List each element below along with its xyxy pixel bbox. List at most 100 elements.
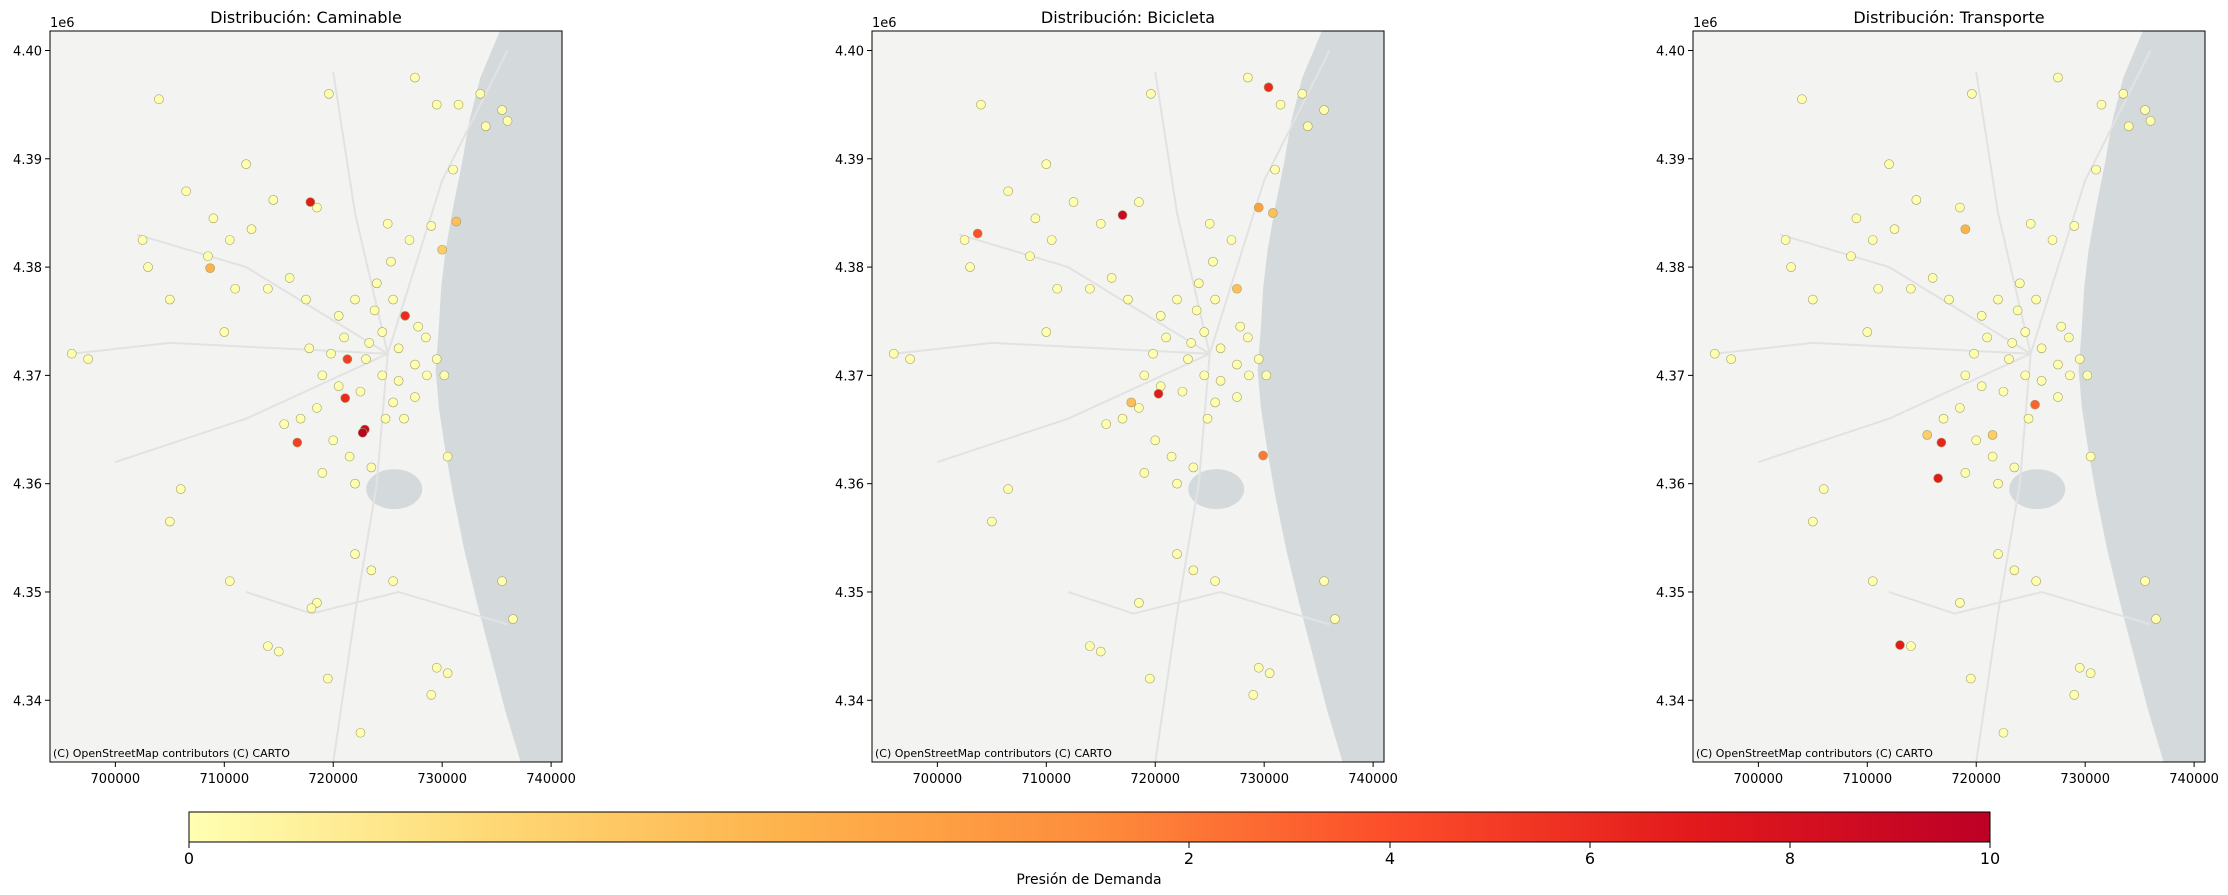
demand-point — [1210, 576, 1220, 586]
demand-point — [1052, 283, 1062, 294]
y-tick-label: 4.36 — [835, 478, 864, 493]
demand-point — [1095, 646, 1106, 657]
demand-point — [1933, 473, 1943, 484]
y-tick-label: 4.36 — [13, 478, 42, 493]
y-tick-label: 4.34 — [1656, 694, 1685, 709]
demand-point — [1867, 576, 1878, 586]
demand-point — [224, 576, 235, 586]
demand-point — [451, 216, 462, 227]
road — [245, 590, 508, 626]
y-tick-label: 4.34 — [13, 694, 42, 709]
demand-point — [1330, 614, 1340, 624]
demand-point — [2069, 690, 2080, 700]
panel-title: Distribución: Transporte — [1853, 8, 2044, 27]
demand-point — [1172, 549, 1182, 559]
demand-point — [1261, 370, 1272, 381]
demand-point — [2031, 294, 2041, 305]
map-panel-2: Distribución: Bicicleta 1e6 700000 710000 72… — [835, 8, 1398, 787]
demand-point — [2023, 413, 2034, 424]
demand-point — [976, 99, 986, 110]
demand-point — [1960, 468, 1971, 478]
road — [136, 233, 389, 355]
y-tick-label: 4.40 — [13, 44, 42, 59]
demand-point — [333, 311, 344, 321]
demand-point — [437, 244, 447, 255]
demand-point — [1938, 413, 1949, 424]
y-tick-label: 4.34 — [835, 694, 864, 709]
demand-point — [1258, 450, 1268, 461]
demand-point — [1243, 332, 1253, 343]
panel-title: Distribución: Bicicleta — [1041, 8, 1215, 27]
x-tick-label: 740000 — [526, 772, 576, 787]
road — [1758, 352, 2032, 463]
demand-point — [431, 354, 442, 364]
colorbar-tick-label: 8 — [1785, 849, 1795, 868]
colorbar-ticks: 0 2 4 6 8 10 — [184, 842, 2000, 868]
demand-point — [442, 451, 453, 462]
demand-point — [2053, 392, 2063, 402]
road — [1888, 590, 2151, 626]
demand-point — [1993, 549, 2003, 559]
demand-point — [2145, 116, 2156, 126]
demand-point — [1998, 727, 2009, 738]
demand-point — [1202, 413, 1213, 424]
road — [958, 233, 1211, 355]
axes-frame — [49, 30, 563, 763]
demand-point — [205, 263, 215, 273]
demand-point — [388, 397, 398, 408]
demand-point — [1210, 397, 1220, 408]
demand-point — [344, 451, 355, 462]
demand-point — [2053, 359, 2063, 370]
demand-point — [1270, 164, 1280, 175]
demand-point — [1993, 478, 2003, 489]
demand-point — [1889, 224, 1900, 234]
sea — [435, 31, 562, 762]
demand-point — [2056, 321, 2067, 332]
demand-point — [1003, 186, 1013, 197]
demand-point — [1232, 359, 1242, 370]
demand-point — [301, 294, 311, 305]
demand-point — [1126, 397, 1137, 408]
demand-point — [263, 283, 273, 294]
demand-point — [1139, 468, 1150, 478]
demand-point — [1085, 641, 1095, 651]
demand-point — [322, 673, 333, 684]
map-panel-3: Distribución: Transporte 1e6 700000 710000 7… — [1656, 8, 2219, 787]
colorbar-bar — [188, 811, 1991, 843]
y-tick-label: 4.37 — [1656, 369, 1685, 384]
demand-point — [413, 321, 424, 332]
demand-point — [426, 221, 437, 231]
demand-point — [1191, 305, 1202, 316]
demand-point — [203, 251, 213, 262]
demand-point — [2065, 370, 2075, 381]
colorbar-tick-label: 0 — [184, 849, 194, 868]
demand-point — [1297, 89, 1308, 99]
demand-point — [1025, 251, 1035, 262]
demand-point — [328, 435, 339, 446]
demand-point — [350, 478, 360, 489]
demand-point — [361, 354, 371, 364]
y-tick-label: 4.35 — [13, 586, 42, 601]
demand-point — [1862, 327, 1873, 337]
demand-point — [382, 218, 393, 229]
demand-point — [1134, 197, 1144, 207]
demand-point — [364, 338, 374, 348]
demand-point — [422, 370, 432, 381]
demand-point — [1095, 218, 1106, 229]
sea — [2078, 31, 2205, 762]
demand-points — [888, 72, 1340, 700]
demand-point — [2036, 375, 2047, 386]
demand-point — [1041, 159, 1052, 170]
demand-point — [400, 311, 410, 321]
x-tick-label: 700000 — [91, 772, 141, 787]
demand-point — [295, 413, 306, 424]
colorbar: 0 2 4 6 8 10 Presión de Demanda — [184, 811, 2000, 888]
demand-point — [1139, 370, 1150, 381]
demand-point — [1268, 208, 1278, 218]
demand-point — [1955, 403, 1965, 413]
demand-point — [1911, 195, 1922, 205]
demand-point — [165, 516, 175, 527]
x-tick-label: 740000 — [1348, 772, 1398, 787]
y-tick-label: 4.38 — [1656, 261, 1685, 276]
demand-point — [154, 94, 164, 105]
